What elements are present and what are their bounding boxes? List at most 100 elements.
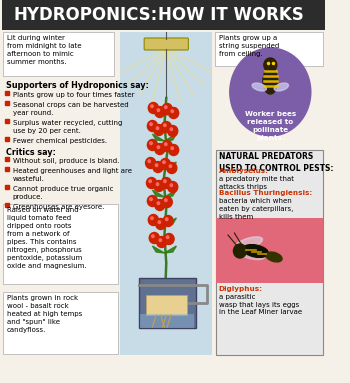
Circle shape [164, 180, 166, 183]
Text: NATURAL PREDATORS
USED TO CONTROL PESTS:: NATURAL PREDATORS USED TO CONTROL PESTS: [219, 152, 333, 173]
Circle shape [264, 58, 277, 72]
Circle shape [154, 124, 164, 136]
Circle shape [164, 234, 174, 244]
Circle shape [167, 162, 177, 173]
Circle shape [162, 196, 172, 208]
Text: a parasitic
wasp that lays its eggs
in the Leaf Miner larvae: a parasitic wasp that lays its eggs in t… [219, 294, 302, 316]
Text: HYDROPONICS:: HYDROPONICS: [13, 6, 158, 24]
Polygon shape [164, 218, 176, 225]
Circle shape [155, 144, 165, 154]
Text: Heated greenhouses and light are
wasteful.: Heated greenhouses and light are wastefu… [13, 168, 132, 182]
Circle shape [155, 106, 165, 118]
Circle shape [233, 244, 246, 258]
Circle shape [164, 143, 167, 146]
Circle shape [151, 105, 153, 108]
FancyBboxPatch shape [3, 292, 118, 354]
Circle shape [148, 103, 159, 113]
Circle shape [160, 159, 170, 170]
Circle shape [167, 236, 169, 239]
Polygon shape [164, 134, 176, 141]
Circle shape [159, 239, 161, 242]
Polygon shape [164, 162, 176, 169]
Polygon shape [164, 190, 176, 197]
Circle shape [147, 121, 158, 131]
Circle shape [164, 106, 167, 108]
Circle shape [146, 177, 156, 188]
Circle shape [161, 121, 171, 133]
Text: Worker bees
released to
pollinate
plants.: Worker bees released to pollinate plants… [245, 111, 296, 141]
Circle shape [157, 146, 160, 149]
Circle shape [157, 109, 160, 111]
Circle shape [169, 108, 179, 118]
Text: Critics say:: Critics say: [6, 148, 56, 157]
Circle shape [152, 235, 154, 237]
FancyBboxPatch shape [216, 150, 323, 355]
Text: Cannot produce true organic
produce.: Cannot produce true organic produce. [13, 186, 113, 200]
Text: Lit during winter
from midnight to late
afternoon to mimic
summer months.: Lit during winter from midnight to late … [7, 35, 82, 65]
Polygon shape [153, 108, 164, 115]
Polygon shape [153, 162, 164, 169]
Circle shape [156, 127, 159, 129]
Text: Diglyphus:: Diglyphus: [219, 286, 263, 292]
Text: Raised on water and
liquid tomato feed
dripped onto roots
from a network of
pipe: Raised on water and liquid tomato feed d… [7, 207, 86, 269]
Circle shape [169, 144, 179, 155]
Text: Fewer chemical pesticides.: Fewer chemical pesticides. [13, 138, 107, 144]
Polygon shape [153, 246, 164, 253]
FancyBboxPatch shape [139, 278, 196, 328]
Text: Seasonal crops can be harvested
year round.: Seasonal crops can be harvested year rou… [13, 102, 128, 116]
Circle shape [157, 202, 160, 205]
Circle shape [169, 165, 171, 167]
Text: Plants grow up to four times faster: Plants grow up to four times faster [13, 92, 134, 98]
Circle shape [170, 184, 173, 187]
Circle shape [150, 123, 152, 126]
Circle shape [168, 126, 178, 136]
Text: Bacillus Thuringiensis:: Bacillus Thuringiensis: [219, 190, 312, 196]
Circle shape [156, 236, 167, 247]
Circle shape [153, 162, 163, 172]
Ellipse shape [252, 83, 266, 91]
Circle shape [156, 183, 159, 185]
Ellipse shape [266, 252, 282, 262]
Circle shape [155, 164, 158, 167]
FancyBboxPatch shape [3, 32, 114, 76]
Ellipse shape [274, 83, 288, 91]
Circle shape [163, 161, 165, 164]
FancyBboxPatch shape [120, 32, 212, 355]
Circle shape [147, 195, 158, 206]
Ellipse shape [243, 245, 268, 257]
Circle shape [150, 142, 152, 144]
Circle shape [171, 147, 174, 149]
Text: Supporters of Hydroponics say:: Supporters of Hydroponics say: [6, 81, 149, 90]
Text: bacteria which when
eaten by caterpillars,
kills them: bacteria which when eaten by caterpillar… [219, 198, 293, 219]
Text: Greenhouses are eyesore.: Greenhouses are eyesore. [13, 204, 104, 210]
Circle shape [158, 221, 161, 224]
FancyBboxPatch shape [215, 32, 323, 66]
Text: Plants grown in rock
wool - basalt rock
heated at high temps
and "spun" like
can: Plants grown in rock wool - basalt rock … [7, 295, 82, 333]
Circle shape [147, 139, 158, 151]
Text: Surplus water recycled, cutting
use by 20 per cent.: Surplus water recycled, cutting use by 2… [13, 120, 122, 134]
Ellipse shape [263, 68, 278, 94]
Polygon shape [153, 190, 164, 197]
Circle shape [150, 198, 152, 200]
Circle shape [163, 216, 173, 226]
Circle shape [168, 182, 178, 193]
Circle shape [154, 180, 164, 192]
Circle shape [166, 218, 168, 221]
FancyBboxPatch shape [146, 295, 187, 315]
Text: Without soil, produce is bland.: Without soil, produce is bland. [13, 158, 119, 164]
FancyBboxPatch shape [2, 0, 325, 30]
Polygon shape [164, 246, 176, 253]
Circle shape [161, 177, 171, 188]
Polygon shape [153, 218, 164, 225]
Ellipse shape [236, 237, 262, 249]
FancyBboxPatch shape [140, 314, 194, 328]
Circle shape [162, 103, 172, 115]
FancyBboxPatch shape [3, 204, 118, 284]
Text: HOW IT WORKS: HOW IT WORKS [158, 6, 303, 24]
Polygon shape [164, 108, 176, 115]
Text: Amblyseius:: Amblyseius: [219, 168, 269, 174]
Text: a predatory mite that
attacks thrips: a predatory mite that attacks thrips [219, 176, 294, 190]
Circle shape [148, 214, 159, 226]
Circle shape [149, 232, 159, 244]
FancyBboxPatch shape [144, 38, 188, 50]
